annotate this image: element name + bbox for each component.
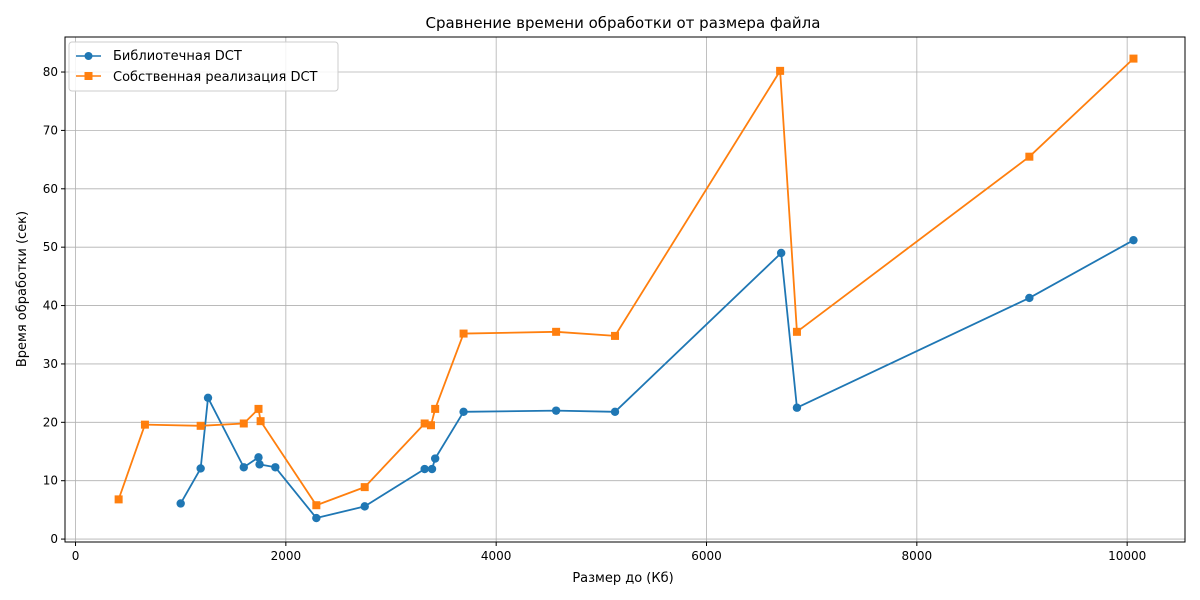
x-tick-label: 2000 (271, 549, 302, 563)
data-point-custom-dct (776, 66, 785, 75)
legend-label-library-dct: Библиотечная DCT (113, 49, 242, 64)
data-point-library-dct (430, 454, 440, 463)
series-line-library-dct (179, 239, 1135, 519)
data-point-library-dct (792, 403, 802, 412)
data-point-library-dct (776, 248, 786, 258)
data-point-library-dct (459, 407, 468, 417)
data-point-library-dct (203, 393, 213, 402)
chart-title: Сравнение времени обработки от размера ф… (426, 14, 821, 32)
data-point-custom-dct (1025, 152, 1034, 161)
x-axis-label: Размер до (Кб) (572, 571, 673, 586)
data-point-custom-dct (431, 404, 440, 413)
series-layer (114, 54, 1138, 523)
data-point-library-dct (196, 464, 205, 473)
data-point-custom-dct (552, 327, 561, 336)
legend-marker-custom-dct (84, 72, 93, 80)
data-point-custom-dct (611, 331, 620, 340)
data-point-custom-dct (196, 421, 205, 430)
y-tick-label: 10 (43, 474, 58, 488)
grid (65, 37, 1185, 542)
legend: Библиотечная DCT Собственная реализация … (68, 41, 339, 92)
data-point-custom-dct (360, 483, 369, 492)
y-axis-label: Время обработки (сек) (15, 211, 30, 367)
data-point-custom-dct (420, 419, 429, 428)
plot-frame (64, 36, 1186, 543)
data-point-library-dct (427, 464, 437, 474)
legend-box (68, 41, 339, 92)
data-point-library-dct (254, 453, 263, 462)
series-library-dct (176, 235, 1138, 523)
x-tick-label: 10000 (1108, 549, 1146, 563)
data-point-custom-dct (426, 421, 435, 430)
data-point-custom-dct (140, 420, 149, 429)
data-point-library-dct (1025, 293, 1034, 303)
series-line-custom-dct (117, 57, 1135, 507)
legend-entry-custom-dct: Собственная реализация DCT (76, 70, 318, 85)
x-tick-label: 6000 (691, 549, 722, 563)
data-point-custom-dct (114, 495, 123, 504)
y-tick-label: 50 (43, 240, 58, 254)
data-point-custom-dct (1129, 54, 1138, 63)
data-point-library-dct (551, 406, 561, 415)
data-point-custom-dct (254, 404, 263, 413)
y-tick-label: 80 (43, 65, 58, 79)
y-tick-label: 70 (43, 123, 58, 137)
series-custom-dct (114, 54, 1138, 510)
data-point-library-dct (255, 460, 264, 469)
data-point-custom-dct (239, 419, 248, 428)
y-tick-label: 60 (43, 182, 58, 196)
axis-ticks: 0 2000 4000 6000 8000 10000 0 10 20 30 40 50 60 70 80 (43, 65, 1147, 563)
data-point-library-dct (1129, 235, 1138, 245)
legend-label-custom-dct: Собственная реализация DCT (113, 70, 318, 85)
x-tick-label: 8000 (902, 549, 933, 563)
data-point-library-dct (610, 407, 620, 417)
data-point-custom-dct (459, 329, 468, 338)
data-point-library-dct (176, 499, 185, 508)
data-point-custom-dct (792, 327, 801, 336)
data-point-library-dct (271, 463, 280, 472)
data-point-custom-dct (312, 501, 321, 510)
x-tick-label: 0 (72, 549, 80, 563)
data-point-library-dct (312, 513, 321, 523)
legend-marker-library-dct (84, 52, 93, 60)
legend-entry-library-dct: Библиотечная DCT (76, 49, 242, 64)
y-tick-label: 40 (43, 299, 58, 313)
data-point-library-dct (360, 502, 369, 511)
data-point-library-dct (239, 463, 248, 472)
y-tick-label: 20 (43, 415, 58, 429)
data-point-library-dct (420, 464, 429, 474)
y-tick-label: 30 (43, 357, 58, 371)
y-tick-label: 0 (50, 532, 58, 546)
data-point-custom-dct (256, 417, 265, 426)
x-tick-label: 4000 (481, 549, 512, 563)
